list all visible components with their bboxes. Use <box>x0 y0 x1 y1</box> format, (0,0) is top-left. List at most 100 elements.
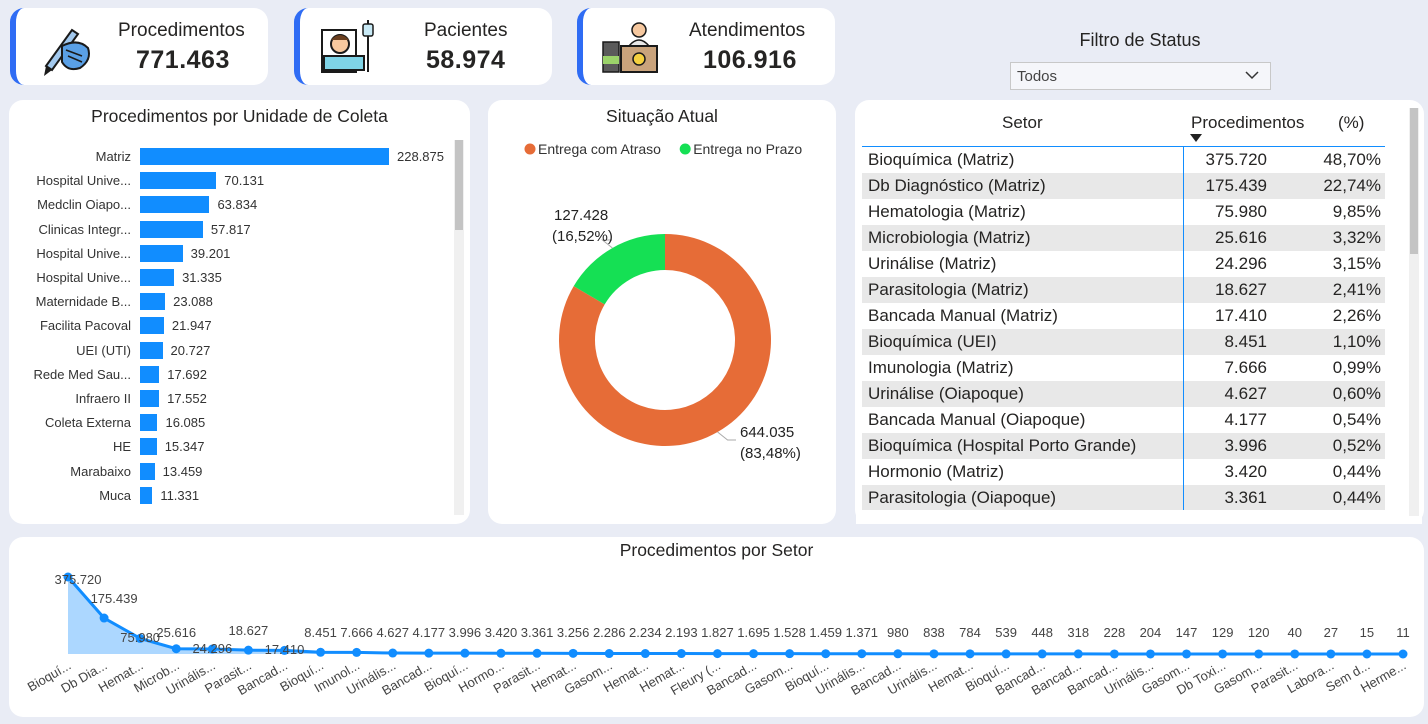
unit-bar[interactable] <box>140 148 389 165</box>
data-point[interactable] <box>965 649 975 659</box>
data-point[interactable] <box>1182 649 1192 659</box>
table-cell-setor: Imunologia (Matriz) <box>868 358 1014 377</box>
data-point[interactable] <box>893 649 903 659</box>
data-point[interactable] <box>388 648 398 658</box>
table-row[interactable]: Bancada Manual (Matriz) 17.410 2,26% <box>862 303 1385 329</box>
table-row[interactable]: Urinálise (Oiapoque) 4.627 0,60% <box>862 381 1385 407</box>
data-point[interactable] <box>532 648 542 658</box>
point-value-label: 2.234 <box>629 625 662 640</box>
unit-bar[interactable] <box>140 317 164 335</box>
data-point[interactable] <box>929 649 939 659</box>
table-row[interactable]: Bancada Manual (Oiapoque) 4.177 0,54% <box>862 407 1385 433</box>
point-value-label: 75.980 <box>120 630 160 645</box>
point-value-label: 204 <box>1140 625 1162 640</box>
table-row[interactable]: Imunologia (Matriz) 7.666 0,99% <box>862 355 1385 381</box>
data-point[interactable] <box>316 647 326 657</box>
data-point[interactable] <box>63 572 73 582</box>
table-header-setor[interactable]: Setor <box>1002 113 1043 132</box>
data-point[interactable] <box>496 648 506 658</box>
unit-bar[interactable] <box>140 244 183 262</box>
data-point[interactable] <box>676 649 686 659</box>
data-point[interactable] <box>1362 649 1372 659</box>
unit-bar[interactable] <box>140 293 166 311</box>
data-point[interactable] <box>352 647 362 657</box>
data-point[interactable] <box>243 645 253 655</box>
data-point[interactable] <box>568 648 578 658</box>
point-value-label: 3.996 <box>449 625 482 640</box>
table-header-pct[interactable]: (%) <box>1338 113 1365 132</box>
unit-bar[interactable] <box>140 438 157 456</box>
unit-bar[interactable] <box>140 486 153 504</box>
data-point[interactable] <box>1398 649 1408 659</box>
data-point[interactable] <box>171 644 181 654</box>
unit-bar[interactable] <box>140 462 155 480</box>
scrollbar-thumb[interactable] <box>455 140 463 230</box>
unit-bar[interactable] <box>140 172 217 190</box>
unit-bar[interactable] <box>140 220 203 238</box>
status-filter-dropdown[interactable]: Todos <box>1010 62 1271 90</box>
table-cell-pct: 9,85% <box>1332 202 1381 221</box>
table-row[interactable]: Bioquímica (UEI) 8.451 1,10% <box>862 329 1385 355</box>
data-point[interactable] <box>604 649 614 659</box>
table-header-procedimentos[interactable]: Procedimentos <box>1191 113 1305 132</box>
data-point[interactable] <box>640 649 650 659</box>
table-row[interactable]: Parasitologia (Matriz) 18.627 2,41% <box>862 277 1385 303</box>
table-row[interactable]: Parasitologia (Oiapoque) 3.361 0,44% <box>862 485 1385 511</box>
table-row[interactable]: Bioquímica (Matriz) 375.720 48,70% <box>862 147 1385 173</box>
data-point[interactable] <box>1145 649 1155 659</box>
legend-item[interactable]: Entrega com Atraso <box>524 141 662 157</box>
data-point[interactable] <box>279 645 289 655</box>
sort-desc-icon <box>1190 134 1202 142</box>
table-row[interactable]: Hematologia (Matriz) 75.980 9,85% <box>862 199 1385 225</box>
data-point[interactable] <box>712 649 722 659</box>
unit-bar[interactable] <box>140 269 175 286</box>
data-point[interactable] <box>1254 649 1264 659</box>
data-point[interactable] <box>749 649 759 659</box>
point-value-label: 1.827 <box>701 625 734 640</box>
table-row[interactable]: Bioquímica (Hospital Porto Grande) 3.996 0… <box>862 433 1385 459</box>
table-cell-procedimentos: 18.627 <box>1215 280 1267 299</box>
data-point[interactable] <box>785 649 795 659</box>
data-point[interactable] <box>424 648 434 658</box>
table-row[interactable]: Db Diagnóstico (Matriz) 175.439 22,74% <box>862 173 1385 199</box>
donut-slice[interactable] <box>573 234 665 305</box>
data-point[interactable] <box>1037 649 1047 659</box>
unit-bar[interactable] <box>140 341 163 359</box>
point-value-label: 4.177 <box>413 625 446 640</box>
table-row[interactable]: Urinálise (Matriz) 24.296 3,15% <box>862 251 1385 277</box>
table-scrollbar[interactable] <box>1409 108 1419 516</box>
data-point[interactable] <box>1109 649 1119 659</box>
data-point[interactable] <box>1326 649 1336 659</box>
data-point[interactable] <box>1218 649 1228 659</box>
leader-line <box>717 431 736 441</box>
data-point[interactable] <box>460 648 470 658</box>
table-cell-setor: Parasitologia (Matriz) <box>868 280 1029 299</box>
table-column-divider <box>1183 146 1184 517</box>
legend-item[interactable]: Entrega no Prazo <box>679 141 803 157</box>
data-point[interactable] <box>207 644 217 654</box>
filter-title: Filtro de Status <box>1079 30 1201 50</box>
scrollbar[interactable] <box>454 140 464 515</box>
table-cell-setor: Urinálise (Matriz) <box>868 254 997 273</box>
sector-chart-title: Procedimentos por Setor <box>619 540 814 560</box>
unit-bar[interactable] <box>140 365 160 383</box>
data-point[interactable] <box>135 633 145 643</box>
table-row[interactable]: Microbiologia (Matriz) 25.616 3,32% <box>862 225 1385 251</box>
unit-bar[interactable] <box>140 414 158 432</box>
leader-line <box>601 239 613 249</box>
data-point[interactable] <box>857 649 867 659</box>
slice-pct-label: (16,52%) <box>552 228 613 245</box>
bar-category-label: Maternidade B... <box>35 294 131 310</box>
data-point[interactable] <box>99 613 109 623</box>
sector-chart-panel: Procedimentos por Setor 375.720 Bioquí...… <box>9 537 1424 717</box>
unit-bar[interactable] <box>140 390 160 407</box>
unit-bar[interactable] <box>140 196 210 214</box>
data-point[interactable] <box>1001 649 1011 659</box>
scrollbar-thumb[interactable] <box>1410 108 1418 254</box>
table-cell-setor: Bioquímica (Hospital Porto Grande) <box>868 436 1137 455</box>
data-point[interactable] <box>821 649 831 659</box>
table-row[interactable]: Hormonio (Matriz) 3.420 0,44% <box>862 459 1385 485</box>
data-point[interactable] <box>1290 649 1300 659</box>
data-point[interactable] <box>1073 649 1083 659</box>
donut-slice[interactable] <box>559 234 771 446</box>
